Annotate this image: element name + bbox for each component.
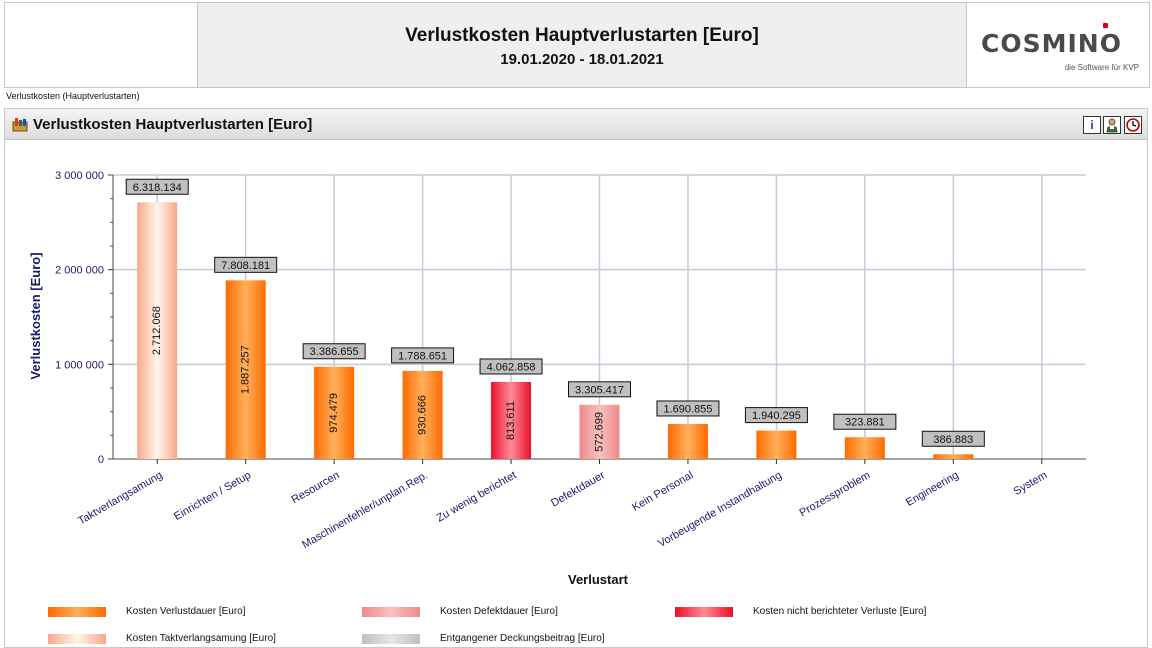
top-label: 6.318.134 [133, 182, 182, 194]
bar-value-label: 930.666 [416, 395, 428, 435]
top-label-box [833, 413, 897, 430]
x-tick-label: Resourcen [290, 469, 342, 506]
bar [225, 280, 266, 459]
logo-brand-text: COSMINO [981, 29, 1122, 58]
top-label: 4.062.858 [487, 361, 536, 373]
bar [402, 370, 443, 459]
legend-swatch [48, 634, 106, 644]
top-label: 3.386.655 [310, 346, 359, 358]
chart-bars [137, 202, 974, 459]
bar [756, 430, 797, 459]
x-tick-label: Einrichten / Setup [172, 469, 253, 523]
report-period: 19.01.2020 - 18.01.2021 [500, 51, 664, 68]
legend-label: Kosten Defektdauer [Euro] [440, 606, 558, 617]
x-tick-label: Defektdauer [549, 469, 607, 510]
top-label: 1.788.651 [398, 350, 447, 362]
legend-swatch [48, 607, 106, 617]
x-tick-label: Taktverlangsamung [76, 469, 165, 527]
x-tick-label: System [1012, 469, 1050, 498]
cosmino-logo: COSMINO die Software für KVP [967, 3, 1149, 87]
top-label-box [921, 430, 985, 447]
bar-value-label: 1.887.257 [240, 345, 252, 394]
top-label: 323.881 [845, 417, 885, 429]
header-center: Verlustkosten Hauptverlustarten [Euro] 1… [198, 3, 967, 87]
top-label-box [214, 256, 278, 273]
legend-swatch [362, 607, 420, 617]
y-tick-label: 3 000 000 [55, 170, 104, 182]
logo-subtitle: die Software für KVP [1064, 63, 1139, 72]
panel-title: Verlustkosten Hauptverlustarten [Euro] [33, 116, 313, 133]
y-tick-label: 2 000 000 [55, 265, 104, 277]
legend-swatch [362, 634, 420, 644]
chart-labels: 2.712.068 6.318.134 Taktverlangsamung 1.887… [76, 178, 1050, 551]
top-label: 1.940.295 [752, 410, 801, 422]
top-label-box [125, 178, 189, 195]
top-label-box [568, 381, 631, 398]
bar-value-label: 572.699 [593, 412, 605, 452]
user-settings-icon[interactable] [1103, 116, 1121, 134]
top-label-box [656, 400, 720, 417]
bar [579, 404, 620, 459]
top-label: 3.305.417 [575, 384, 624, 396]
report-title: Verlustkosten Hauptverlustarten [Euro] [405, 25, 759, 46]
x-tick-label: Prozessproblem [798, 469, 873, 519]
bar-value-label: 813.611 [505, 401, 517, 440]
panel-header: Verlustkosten Hauptverlustarten [Euro] i [5, 109, 1147, 140]
legend-swatch [675, 607, 733, 617]
bar-value-label: 2.712.068 [151, 306, 163, 355]
top-label-box [744, 407, 808, 424]
top-label: 386.883 [933, 434, 973, 446]
bar [314, 366, 355, 459]
bar [137, 202, 178, 459]
bar [491, 381, 532, 459]
clock-icon[interactable] [1124, 116, 1142, 134]
top-label: 1.690.855 [663, 403, 712, 415]
bar [844, 437, 885, 459]
top-label: 7.808.181 [221, 260, 270, 272]
y-tick-label: 1 000 000 [55, 359, 104, 371]
legend-label: Kosten nicht berichteter Verluste [Euro] [753, 606, 927, 617]
legend-label: Kosten Taktverlangsamung [Euro] [126, 633, 276, 644]
legend-label: Kosten Verlustdauer [Euro] [126, 606, 246, 617]
bar [667, 423, 708, 459]
bar-value-label: 974.479 [328, 393, 340, 433]
legend-label: Entgangener Deckungsbeitrag [Euro] [440, 633, 605, 644]
y-tick-label: 0 [98, 454, 104, 466]
y-axis-label: Verlustkosten [Euro] [28, 252, 43, 379]
chart-grid: 0 1 000 000 2 000 000 3 000 000 [55, 170, 1086, 466]
chart-panel: Verlustkosten Hauptverlustarten [Euro] i [4, 108, 1148, 648]
header-left-blank [5, 3, 198, 87]
top-label-box [302, 343, 366, 360]
bar [933, 454, 974, 459]
x-tick-label: Engineering [904, 469, 961, 509]
info-button[interactable]: i [1083, 116, 1101, 134]
breadcrumb: Verlustkosten (Hauptverlustarten) [6, 91, 140, 101]
report-header: Verlustkosten Hauptverlustarten [Euro] 1… [4, 2, 1150, 88]
x-tick-label: Zu wenig berichtet [435, 469, 519, 524]
x-tick-label: Kein Personal [630, 469, 695, 514]
logo-red-dot [1103, 23, 1108, 28]
x-axis-label: Verlustart [568, 572, 629, 587]
top-label-box [479, 358, 543, 375]
top-label-box [391, 347, 455, 364]
chart-folder-icon [12, 118, 28, 132]
